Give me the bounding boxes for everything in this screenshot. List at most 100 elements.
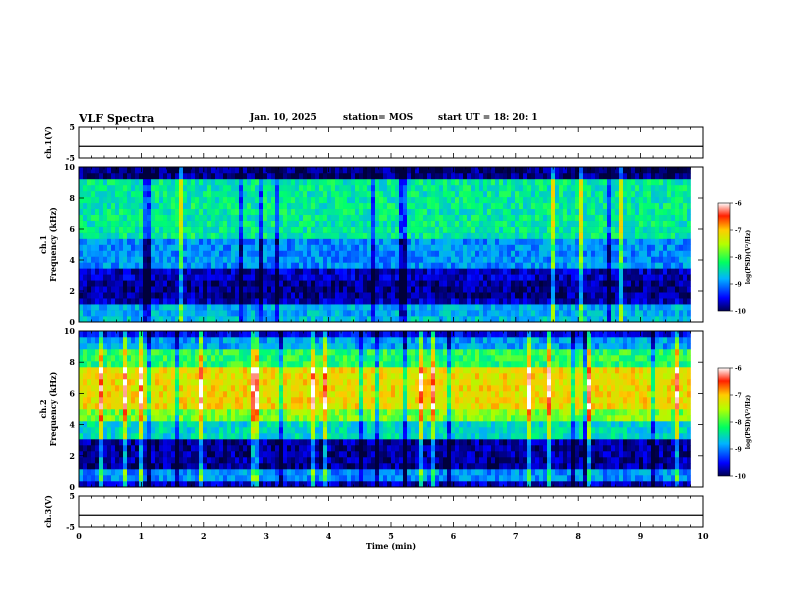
spectrogram-cell — [79, 379, 84, 386]
spectrogram-cell — [671, 226, 676, 233]
spectrogram-cell — [127, 331, 132, 338]
spectrogram-cell — [483, 244, 488, 251]
spectrogram-cell — [287, 286, 292, 293]
spectrogram-cell — [195, 451, 200, 458]
spectrogram-cell — [631, 304, 636, 311]
spectrogram-cell — [451, 244, 456, 251]
spectrogram-cell — [115, 469, 120, 476]
spectrogram-cell — [627, 202, 632, 210]
spectrogram-cell — [355, 220, 360, 227]
spectrogram-cell — [451, 280, 456, 287]
spectrogram-cell — [451, 226, 456, 233]
spectrogram-cell — [239, 316, 244, 323]
spectrogram-cell — [107, 196, 112, 204]
spectrogram-cell — [183, 397, 188, 404]
spectrogram-cell — [675, 220, 680, 227]
spectrogram-cell — [639, 244, 644, 251]
spectrogram-cell — [407, 304, 412, 311]
spectrogram-cell — [687, 250, 691, 257]
spectrogram-cell — [459, 262, 464, 269]
spectrogram-cell — [551, 167, 556, 174]
spectrogram-cell — [279, 310, 284, 317]
spectrogram-cell — [395, 304, 400, 311]
spectrogram-cell — [83, 409, 88, 416]
spectrogram-cell — [127, 463, 132, 470]
spectrogram-cell — [627, 232, 632, 239]
spectrogram-cell — [175, 379, 180, 386]
spectrogram-cell — [375, 196, 380, 204]
spectrogram-cell — [275, 250, 280, 257]
spectrogram-cell — [103, 316, 108, 323]
spectrogram-cell — [379, 238, 384, 245]
spectrogram-cell — [615, 286, 620, 293]
spectrogram-cell — [215, 196, 220, 204]
spectrogram-cell — [491, 274, 496, 281]
spectrogram-cell — [563, 232, 568, 239]
spectrogram-cell — [543, 184, 548, 192]
spectrogram-cell — [343, 172, 348, 180]
spectrogram-cell — [539, 208, 544, 215]
spectrogram-cell — [139, 361, 144, 368]
spectrogram-cell — [79, 316, 84, 323]
spectrogram-cell — [535, 184, 540, 192]
spectrogram-cell — [151, 403, 156, 410]
spectrogram-cell — [631, 244, 636, 251]
spectrogram-cell — [135, 457, 140, 464]
spectrogram-cell — [103, 445, 108, 452]
spectrogram-cell — [203, 316, 208, 323]
spectrogram-cell — [487, 167, 492, 174]
spectrogram-cell — [351, 178, 356, 186]
spectrogram-cell — [131, 409, 136, 416]
spectrogram-cell — [611, 262, 616, 269]
spectrogram-cell — [83, 316, 88, 323]
spectrogram-cell — [647, 196, 652, 204]
spectrogram-cell — [127, 244, 132, 251]
spectrogram-cell — [95, 337, 100, 344]
spectrogram-cell — [603, 244, 608, 251]
spectrogram-cell — [499, 196, 504, 204]
spectrogram-cell — [251, 268, 256, 275]
spectrogram-cell — [291, 208, 296, 215]
spectrogram-cell — [199, 433, 204, 440]
spectrogram-cell — [243, 316, 248, 323]
spectrogram-cell — [271, 172, 276, 180]
spectrogram-cell — [151, 256, 156, 263]
spectrogram-cell — [347, 304, 352, 311]
spectrogram-cell — [211, 427, 216, 434]
spectrogram-cell — [267, 292, 272, 299]
spectrogram-cell — [135, 469, 140, 476]
spectrogram-cell — [283, 310, 288, 317]
spectrogram-cell — [171, 178, 176, 186]
spectrogram-cell — [499, 292, 504, 299]
spectrogram-cell — [99, 172, 104, 180]
spectrogram-cell — [163, 167, 168, 174]
spectrogram-cell — [323, 202, 328, 210]
spectrogram-cell — [631, 316, 636, 323]
spectrogram-cell — [95, 250, 100, 257]
spectrogram-cell — [147, 286, 152, 293]
spectrogram-cell — [159, 196, 164, 204]
spectrogram-cell — [303, 256, 308, 263]
spectrogram-cell — [639, 310, 644, 317]
spectrogram-cell — [687, 190, 691, 198]
spectrogram-cell — [439, 184, 444, 192]
spectrogram-cell — [515, 167, 520, 174]
spectrogram-cell — [203, 451, 208, 458]
spectrogram-cell — [451, 172, 456, 180]
spectrogram-cell — [231, 196, 236, 204]
spectrogram-cell — [551, 256, 556, 263]
spectrogram-cell — [463, 238, 468, 245]
spectrogram-cell — [123, 238, 128, 245]
spectrogram-cell — [611, 214, 616, 221]
spectrogram-cell — [515, 208, 520, 215]
spectrogram-cell — [119, 463, 124, 470]
spectrogram-cell — [171, 481, 176, 488]
spectrogram-cell — [583, 256, 588, 263]
spectrogram-cell — [359, 226, 364, 233]
spectrogram-cell — [611, 232, 616, 239]
spectrogram-cell — [107, 232, 112, 239]
spectrogram-cell — [307, 316, 312, 323]
spectrogram-cell — [135, 178, 140, 186]
spectrogram-cell — [195, 220, 200, 227]
spectrogram-cell — [511, 178, 516, 186]
